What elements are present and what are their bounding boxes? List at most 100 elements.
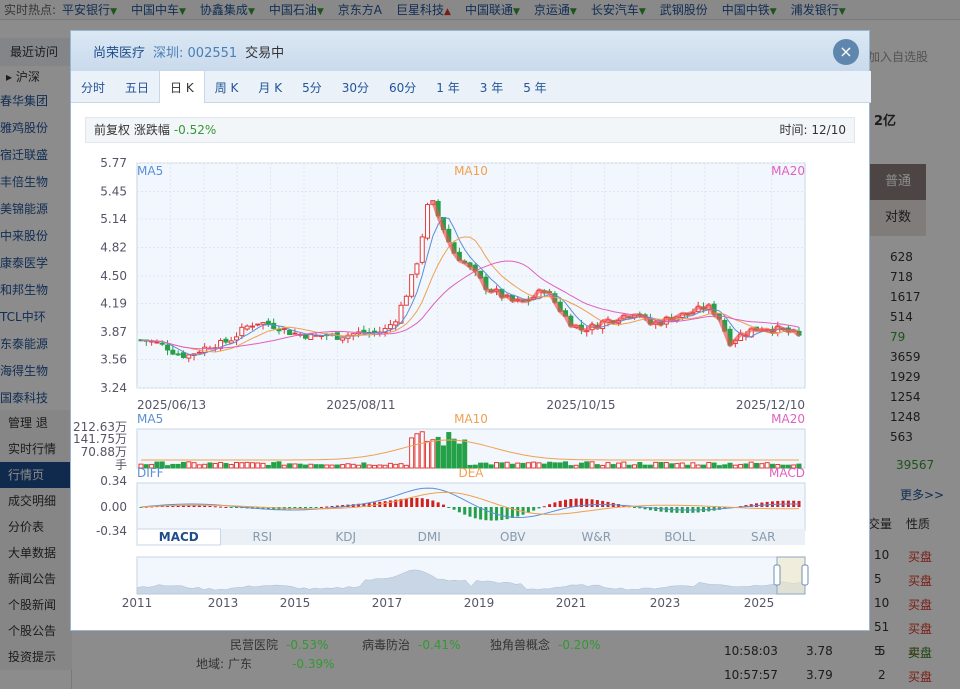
indicator-tab-bar <box>137 529 805 545</box>
indicator-tab-obv[interactable]: OBV <box>500 530 526 544</box>
concept-1[interactable]: 病毒防治 -0.41% <box>362 636 460 653</box>
tab-3[interactable]: 周 K <box>214 81 239 95</box>
recent-stock-8[interactable]: TCL中环 <box>0 310 46 324</box>
tab-5[interactable]: 5分 <box>302 81 322 95</box>
big-order-link[interactable]: 大单数据 <box>8 546 57 560</box>
volume-bar <box>754 462 760 469</box>
indicator-tab-boll[interactable]: BOLL <box>664 530 695 544</box>
price-table-link[interactable]: 分价表 <box>8 520 45 534</box>
tab-9[interactable]: 3 年 <box>479 81 504 95</box>
log-scale-button[interactable]: 对数 <box>870 200 926 236</box>
hot-stock-1[interactable]: 中国中车▼ <box>130 3 186 17</box>
tab-7[interactable]: 60分 <box>389 81 417 95</box>
manage-link[interactable]: 管理 退 <box>8 416 48 430</box>
realtime-link[interactable]: 实时行情 <box>8 442 57 456</box>
macd-bar <box>574 498 578 507</box>
recent-stock-10[interactable]: 海得生物 <box>0 364 49 378</box>
volume-bar <box>632 464 637 469</box>
hot-stock-0[interactable]: 平安银行▼ <box>62 3 117 17</box>
indicator-tab-wr[interactable]: W&R <box>581 530 611 544</box>
close-icon[interactable]: × <box>833 39 859 65</box>
hot-stock-5[interactable]: 巨星科技▲ <box>396 3 451 17</box>
concept-2[interactable]: 独角兽概念 -0.20% <box>490 636 600 653</box>
section-hushen[interactable]: ▸ 沪深 <box>6 70 40 84</box>
dea-line <box>140 491 800 515</box>
hot-stock-6[interactable]: 中国联通▼ <box>464 3 520 17</box>
macd-bar <box>261 507 265 510</box>
recent-stock-6[interactable]: 康泰医学 <box>0 256 49 270</box>
macd-bar <box>314 507 318 508</box>
macd-bar <box>176 505 180 507</box>
recent-stock-9[interactable]: 东泰能源 <box>0 337 49 351</box>
concept-0[interactable]: 民营医院 -0.53% <box>230 636 328 653</box>
invest-tips-link[interactable]: 投资提示 <box>8 650 57 664</box>
macd-bar <box>548 504 552 507</box>
market-page-link[interactable]: 行情页 <box>0 462 72 488</box>
hot-stock-8[interactable]: 长安汽车▼ <box>590 3 646 17</box>
hot-stock-10[interactable]: 中国中铁▼ <box>721 3 777 17</box>
volume-bar <box>616 462 622 469</box>
recent-stock-3[interactable]: 丰倍生物 <box>0 175 49 189</box>
concept-name: 病毒防治 <box>362 638 411 652</box>
arrow-down-icon: ▼ <box>769 7 777 17</box>
arrow-down-icon: ▼ <box>110 7 117 17</box>
macd-bar <box>181 505 185 507</box>
indicator-tab-sar[interactable]: SAR <box>751 530 775 544</box>
hot-stock-7[interactable]: 京运通▼ <box>533 3 577 17</box>
trade-detail-link[interactable]: 成交明细 <box>8 494 57 508</box>
big-number: 39567 <box>896 458 935 472</box>
hot-stock-4[interactable]: 京东方A <box>337 3 383 17</box>
col-volume: 交量 <box>868 517 893 531</box>
navigator-right-handle[interactable] <box>801 564 809 586</box>
hot-stock-3[interactable]: 中国石油▼ <box>268 3 324 17</box>
indicator-tab-macd[interactable]: MACD <box>159 530 199 544</box>
hot-stock-2[interactable]: 协鑫集成▼ <box>199 3 255 17</box>
add-watchlist-button[interactable]: 加入自选股 <box>868 50 929 64</box>
indicator-tab-kdj[interactable]: KDJ <box>335 530 356 544</box>
volume-bar <box>149 463 155 469</box>
navigator-left-handle[interactable] <box>773 564 781 586</box>
stock-notice-link[interactable]: 个股公告 <box>8 624 57 638</box>
volume-bar <box>212 462 218 469</box>
hot-stock-9[interactable]: 武钢股份 <box>659 3 708 17</box>
right-value-3: 514 <box>890 310 913 324</box>
recent-stock-1[interactable]: 雅鸡股份 <box>0 121 49 135</box>
normal-scale-button[interactable]: 普通 <box>870 164 926 200</box>
tab-1[interactable]: 五日 <box>125 81 150 95</box>
recent-stock-2[interactable]: 宿迁联盛 <box>0 148 49 162</box>
volume-bar <box>563 461 569 469</box>
navigator-selection[interactable] <box>776 556 806 595</box>
tab-0[interactable]: 分时 <box>81 81 106 95</box>
volume-bar <box>706 461 712 469</box>
recent-stock-0[interactable]: 春华集团 <box>0 94 49 108</box>
kline-chart[interactable]: 5.77 5.45 5.14 4.82 4.50 4.19 3.87 3.56 3.24 MA5 M… <box>71 31 871 632</box>
macd-bar <box>256 507 260 510</box>
hot-stock-11[interactable]: 浦发银行▼ <box>790 3 846 17</box>
indicator-tab-dmi[interactable]: DMI <box>418 530 441 544</box>
tab-2[interactable]: 日 K <box>159 71 205 103</box>
tab-10[interactable]: 5 年 <box>523 81 547 95</box>
macd-bar <box>638 507 642 509</box>
recent-visits[interactable]: 最近访问 <box>0 38 71 66</box>
volume-bar <box>281 464 287 469</box>
volume-bar <box>594 464 600 469</box>
indicator-tab-rsi[interactable]: RSI <box>253 530 273 544</box>
ma-label-0: MA5 <box>137 164 163 178</box>
tab-4[interactable]: 月 K <box>258 81 283 95</box>
tab-8[interactable]: 1 年 <box>436 81 460 95</box>
tab-6[interactable]: 30分 <box>341 81 370 95</box>
recent-stock-4[interactable]: 美锦能源 <box>0 202 49 216</box>
recent-stock-7[interactable]: 和邦生物 <box>0 283 49 297</box>
macd-bar <box>229 507 233 508</box>
news-section[interactable]: 新闻公告 <box>8 572 57 586</box>
indicator-tab-active[interactable] <box>136 528 221 546</box>
macd-bar <box>166 505 170 507</box>
volume-bar <box>398 463 404 469</box>
recent-stock-11[interactable]: 国泰科技 <box>0 391 49 405</box>
stock-news-link[interactable]: 个股新闻 <box>8 598 57 612</box>
vol-ma-label-2: MA20 <box>771 412 805 426</box>
recent-stock-5[interactable]: 中来股份 <box>0 229 49 243</box>
ma5-line <box>140 216 800 356</box>
macd-tick-label: 0.00 <box>100 500 127 514</box>
more-link[interactable]: 更多>> <box>900 488 945 502</box>
